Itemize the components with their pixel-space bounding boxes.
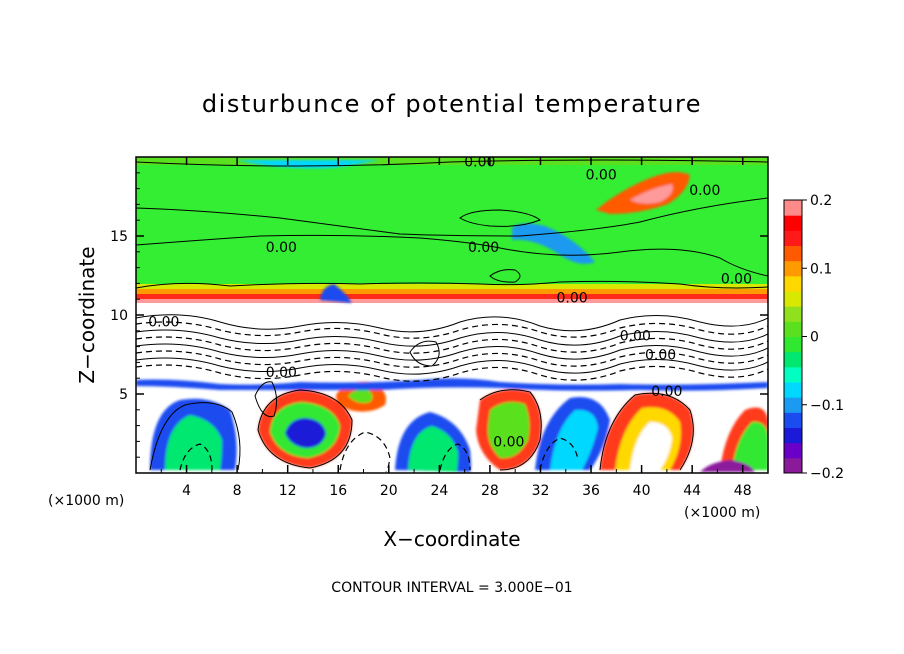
warm-anomaly-upper (596, 172, 690, 214)
colorbar-segment (784, 442, 802, 459)
contour-interval-note: CONTOUR INTERVAL = 3.000E−01 (331, 580, 572, 596)
x-tick-label: 36 (582, 483, 600, 499)
y-tick-label: 10 (110, 308, 128, 324)
colorbar-segment (784, 215, 802, 231)
warm-anomaly-core (630, 184, 673, 204)
x-tick-label: 44 (683, 483, 701, 499)
colorbar-tick-label: −0.1 (810, 398, 844, 414)
colorbar-tick-label: −0.2 (810, 466, 844, 482)
x-tick-label: 20 (380, 483, 398, 499)
cold-anomaly-top (236, 160, 380, 169)
contour-label: 0.00 (556, 291, 587, 307)
contour-label: 0.00 (689, 183, 720, 199)
top-edge-band (136, 157, 768, 165)
contour-label: 0.00 (721, 272, 752, 288)
x-tick-label: 12 (279, 483, 297, 499)
interface-band-yellow (136, 284, 768, 289)
interface-band-red (136, 294, 768, 299)
negative-contours (136, 321, 768, 473)
contour-label: 0.00 (464, 155, 495, 171)
plot-area: 0.00 0.00 0.00 0.00 0.00 0.00 0.00 0.00 0.00 0.00… (136, 155, 768, 473)
x-axis-label: X−coordinate (383, 527, 520, 551)
colorbar-segment (784, 351, 802, 368)
colorbar: 0.2 0.1 0 −0.1 −0.2 (783, 193, 844, 482)
eddy-g-fill (732, 421, 768, 470)
colorbar-segment (784, 382, 802, 398)
upper-contours (136, 159, 768, 289)
x-tick-label: 8 (233, 483, 242, 499)
x-axis: 4 8 12 16 20 24 28 32 36 40 44 48 (160, 157, 752, 499)
eddy-a-core (285, 418, 326, 448)
cold-plume (320, 284, 352, 303)
y-axis: 5 10 15 (110, 172, 768, 458)
contour-label: 0.00 (586, 167, 617, 183)
x-tick-label: 4 (182, 483, 191, 499)
colorbar-tick-label: 0 (810, 330, 819, 346)
colorbar-segment (784, 306, 802, 322)
eddy-c-fill (408, 426, 458, 472)
contour-label: 0.00 (651, 384, 682, 400)
colorbar-segment (784, 366, 802, 383)
y-tick-label: 5 (119, 387, 128, 403)
colorbar-tick-label: 0.1 (810, 261, 832, 277)
y-axis-label: Z−coordinate (75, 246, 99, 383)
cold-strip-left (136, 378, 768, 391)
contour-label: 0.00 (468, 240, 499, 256)
colorbar-segment (784, 291, 802, 307)
colorbar-segment (784, 336, 802, 353)
interface-band-orange (136, 289, 768, 294)
contour-label: 0.00 (148, 314, 179, 330)
colorbar-segment (784, 457, 802, 474)
chart-title: disturbunce of potential temperature (202, 90, 702, 118)
cold-anomaly-mid (512, 223, 595, 264)
contour-label: 0.00 (266, 365, 297, 381)
colorbar-segment (784, 230, 802, 246)
colorbar-segment (784, 397, 802, 413)
x-tick-label: 16 (329, 483, 347, 499)
y-tick-label: 15 (110, 229, 128, 245)
eddy-f-core (630, 422, 672, 470)
x-tick-label: 40 (633, 483, 651, 499)
x-tick-label: 24 (430, 483, 448, 499)
eddy-b-core (348, 389, 373, 404)
contour-label: 0.00 (645, 348, 676, 364)
eddy-left-fill (165, 415, 222, 470)
contour-label: 0.00 (266, 240, 297, 256)
cold-patch-bottom-right (700, 460, 755, 472)
lower-contours (136, 314, 768, 471)
colorbar-segment (784, 275, 802, 292)
x-axis-unit-right: (×1000 m) (684, 505, 760, 521)
x-tick-label: 32 (532, 483, 550, 499)
contour-label: 0.00 (620, 329, 651, 345)
interface-band-pink (136, 299, 768, 303)
colorbar-tick-label: 0.2 (810, 193, 832, 209)
eddy-d-mid (487, 402, 530, 459)
x-tick-label: 48 (734, 483, 752, 499)
x-axis-unit-left: (×1000 m) (48, 493, 124, 509)
colorbar-segment (784, 200, 802, 216)
x-tick-label: 28 (481, 483, 499, 499)
colorbar-segment (784, 412, 802, 428)
eddy-e-fill (550, 409, 598, 470)
contour-labels: 0.00 0.00 0.00 0.00 0.00 0.00 0.00 0.00 0.00 0.00… (148, 155, 752, 450)
colorbar-segment (784, 260, 802, 277)
colorbar-segment (784, 321, 802, 337)
colorbar-segment (784, 427, 802, 444)
colorbar-segment (784, 245, 802, 262)
contour-label: 0.00 (493, 434, 524, 450)
